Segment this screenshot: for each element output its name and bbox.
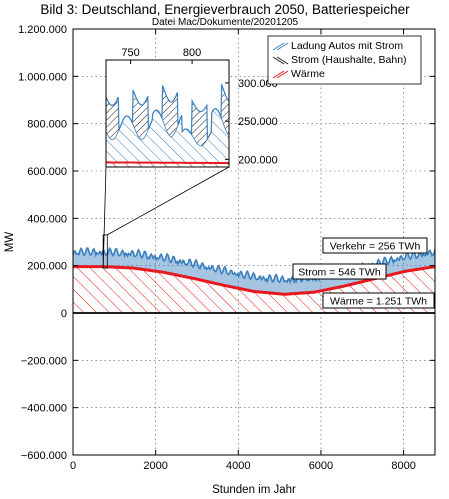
y-tick-label: 1.200.000	[18, 24, 67, 36]
inset-line-car	[106, 108, 229, 147]
y-tick-label: 1.000.000	[18, 71, 67, 83]
y-tick-label: 600.000	[27, 166, 67, 178]
legend-label-waerme: Wärme	[291, 68, 325, 80]
x-tick-label: 8000	[391, 460, 415, 472]
inset-line-waerme	[106, 161, 229, 165]
legend-swatch-ladung	[272, 42, 289, 51]
legend-box	[267, 35, 422, 85]
zoom-region-marker	[102, 234, 108, 269]
plot-frame	[72, 28, 436, 456]
legend-swatch-strom	[272, 56, 289, 65]
inset-y-tick-label: 250.000	[238, 116, 278, 128]
x-axis-label: Stunden im Jahr	[212, 484, 296, 496]
inset-areas	[106, 84, 229, 167]
x-tick-label: 2000	[143, 460, 167, 472]
chart-title: Bild 3: Deutschland, Energieverbrauch 20…	[40, 2, 410, 17]
inset-x-tick-label: 800	[183, 47, 201, 59]
annotation-waerme-box	[322, 292, 435, 309]
x-tick-label: 4000	[226, 460, 250, 472]
inset-area-ladung-autos	[106, 108, 229, 164]
y-tick-label: 0	[61, 308, 67, 320]
x-tick-label: 6000	[309, 460, 333, 472]
axis-ticks: 0 2000 4000 6000 8000−600.000−400.000−200.00…	[18, 24, 435, 472]
annotation-verkehr: Verkehr = 256 TWh	[322, 237, 428, 254]
zoom-connector-right	[107, 166, 230, 236]
y-axis-label: MW	[4, 232, 16, 253]
y-tick-label: 400.000	[27, 213, 67, 225]
annotation-strom-text: Strom = 546 TWh	[298, 267, 381, 279]
y-tick-label: 800.000	[27, 119, 67, 131]
inset-x-tick-label: 750	[121, 47, 139, 59]
legend-swatch-waerme	[272, 70, 289, 79]
inset-y-tick-label: 200.000	[238, 154, 278, 166]
y-tick-label: 200.000	[27, 261, 67, 273]
annotation-waerme-text: Wärme = 1.251 TWh	[330, 296, 427, 308]
y-tick-label: −400.000	[21, 403, 67, 415]
legend-label-strom: Strom (Haushalte, Bahn)	[291, 54, 407, 66]
zoom-connector-left	[102, 166, 107, 269]
y-tick-label: −600.000	[21, 450, 67, 462]
annotation-verkehr-box	[322, 237, 428, 254]
annotation-strom: Strom = 546 TWh	[292, 263, 387, 280]
legend-label-ladung: Ladung Autos mit Strom	[291, 40, 403, 52]
legend: Ladung Autos mit Strom Strom (Haushalte,…	[267, 35, 422, 85]
annotation-verkehr-text: Verkehr = 256 TWh	[330, 241, 421, 253]
area-ladung-autos	[73, 248, 435, 295]
inset-frame	[105, 59, 230, 168]
annotation-waerme: Wärme = 1.251 TWh	[322, 292, 435, 309]
y-tick-label: −200.000	[21, 355, 67, 367]
chart-subtitle: Datei Mac/Dokumente/20201205	[152, 17, 299, 28]
x-tick-label: 0	[70, 460, 76, 472]
annotation-strom-box	[292, 263, 387, 280]
